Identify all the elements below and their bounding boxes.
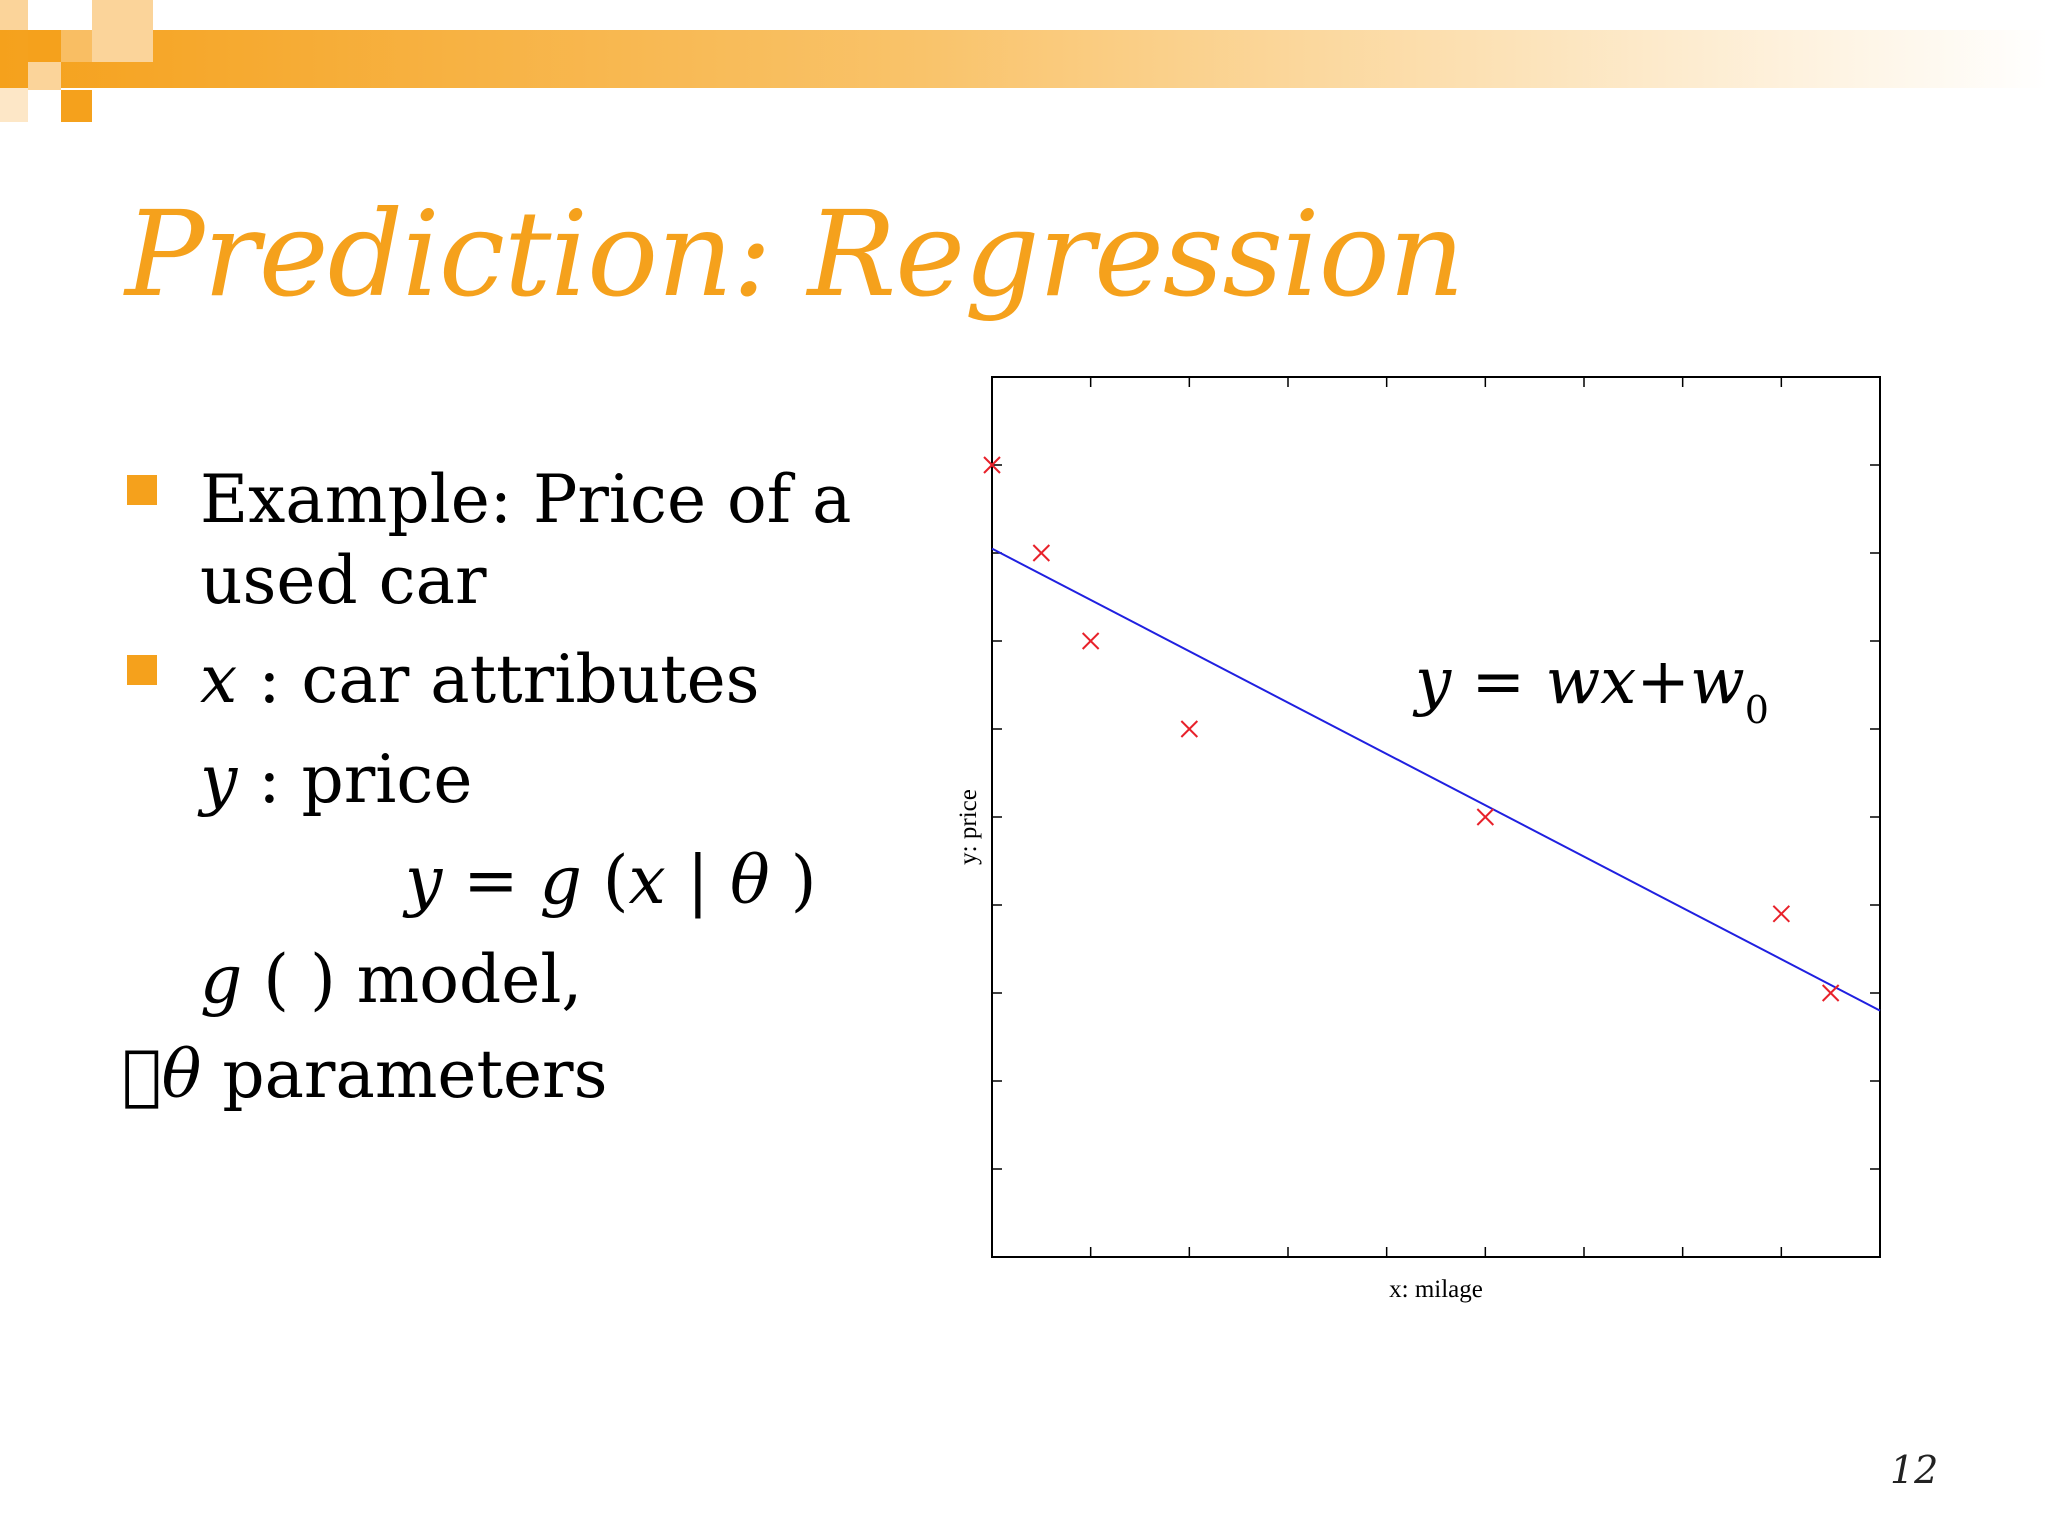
missing-glyph-box:  <box>122 1036 162 1113</box>
var-y: y <box>200 741 238 818</box>
var-x: x <box>200 641 238 718</box>
data-point <box>1772 905 1791 923</box>
g-model-text: ( ) model, <box>242 941 583 1018</box>
data-point <box>1032 544 1051 562</box>
formula-open: ( <box>581 842 629 919</box>
plot-frame <box>991 376 1881 1258</box>
eq-subscript: 0 <box>1744 687 1769 732</box>
eq-y: y <box>1415 645 1452 719</box>
formula-g: g <box>539 842 582 919</box>
data-point <box>1821 984 1840 1002</box>
bullet-1-line-2: used car <box>200 542 487 619</box>
formula-bar: | <box>665 842 730 919</box>
y-axis-label: y: price <box>955 789 982 865</box>
banner-graphic <box>0 0 2048 122</box>
model-formula: y = g (x | θ ) <box>405 848 816 914</box>
g-model-line: g ( ) model, <box>200 947 582 1013</box>
y-price-text: : price <box>237 741 473 818</box>
regression-scatter-chart: x: milage y: price <box>955 376 1881 1303</box>
formula-y: y <box>405 842 443 919</box>
data-point <box>1081 632 1100 650</box>
bullet-2-text: : car attributes <box>237 641 760 718</box>
bullet-2: x : car attributes <box>200 647 760 713</box>
formula-theta: θ <box>729 842 770 919</box>
slide-body: Example: Price of a used car x : car att… <box>0 0 900 1536</box>
slide-title: Prediction: Regression <box>125 185 1465 323</box>
var-theta: θ <box>162 1036 202 1113</box>
bullet-square-icon <box>127 655 157 685</box>
formula-x: x <box>628 842 666 919</box>
data-point <box>983 456 1001 474</box>
eq-plus: + <box>1636 645 1690 719</box>
regression-line <box>991 547 1881 1012</box>
eq-equals: = <box>1451 645 1546 719</box>
theta-parameters-text: parameters <box>161 1036 607 1113</box>
theta-parameters-line: θ parameters <box>122 1042 607 1108</box>
eq-wx: wx <box>1545 645 1637 719</box>
page-number: 12 <box>1890 1448 1939 1492</box>
data-point <box>1476 808 1495 826</box>
axis-ticks <box>991 376 1881 1258</box>
formula-close: ) <box>769 842 817 919</box>
regression-equation: y = wx+w0 <box>1415 645 1769 732</box>
data-points <box>983 456 1840 1002</box>
header-banner <box>0 0 2048 125</box>
eq-w: w <box>1689 645 1745 719</box>
bullet-square-icon <box>127 475 157 505</box>
bullet-1-line-1: Example: Price of a <box>200 461 852 538</box>
data-point <box>1180 720 1199 738</box>
y-price-line: y : price <box>200 747 472 813</box>
formula-eq: = <box>442 842 540 919</box>
x-axis-label: x: milage <box>1389 1276 1483 1303</box>
var-g: g <box>200 941 243 1018</box>
